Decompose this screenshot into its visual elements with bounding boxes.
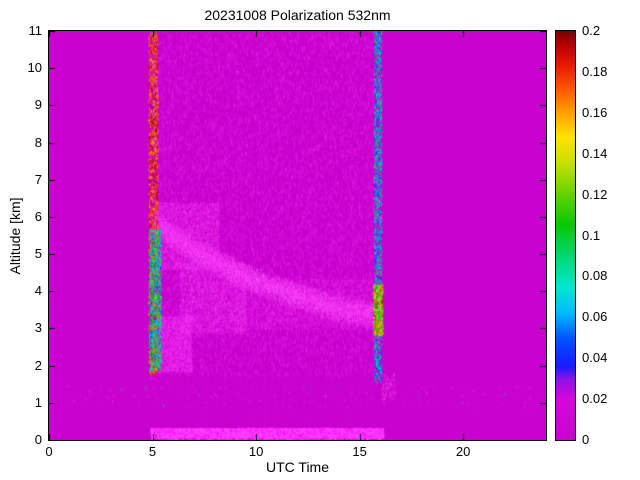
colorbar-tick-label: 0.06 (582, 309, 608, 325)
y-tick-label: 10 (27, 60, 42, 76)
x-tick-label: 10 (248, 444, 264, 459)
y-tick-label: 4 (34, 283, 42, 299)
colorbar-canvas (556, 31, 575, 440)
x-tick-label: 20 (455, 444, 471, 459)
y-tick-label: 5 (34, 246, 42, 262)
colorbar-tick-label: 0.2 (582, 23, 601, 38)
x-tick-label: 5 (148, 444, 157, 459)
colorbar-tick-label: 0.04 (582, 350, 608, 366)
plot-area (48, 30, 547, 441)
y-tick-label: 0 (34, 432, 42, 447)
colorbar-tick-label: 0 (582, 432, 590, 447)
y-tick-label: 2 (34, 357, 42, 373)
colorbar-tick-label: 0.12 (582, 186, 608, 202)
y-tick-label: 8 (34, 134, 42, 150)
colorbar-tick-label: 0.1 (582, 227, 601, 243)
y-tick-label: 1 (34, 394, 42, 410)
y-tick-label: 11 (28, 23, 43, 38)
y-tick-label: 9 (34, 97, 42, 113)
colorbar-tick-label: 0.16 (582, 104, 608, 120)
x-tick-label: 15 (352, 444, 367, 459)
x-axis-label: UTC Time (266, 459, 329, 475)
x-tick-label: 0 (45, 444, 53, 459)
colorbar-tick-label: 0.14 (582, 145, 608, 161)
colorbar-tick-label: 0.08 (582, 268, 608, 284)
chart-title: 20231008 Polarization 532nm (204, 7, 391, 23)
colorbar (555, 30, 576, 441)
colorbar-tick-label: 0.18 (582, 63, 608, 79)
y-tick-label: 7 (34, 171, 42, 187)
colorbar-tick-label: 0.02 (582, 391, 608, 407)
heatmap-canvas (49, 31, 546, 440)
y-tick-label: 6 (34, 208, 42, 224)
y-tick-label: 3 (34, 320, 42, 336)
